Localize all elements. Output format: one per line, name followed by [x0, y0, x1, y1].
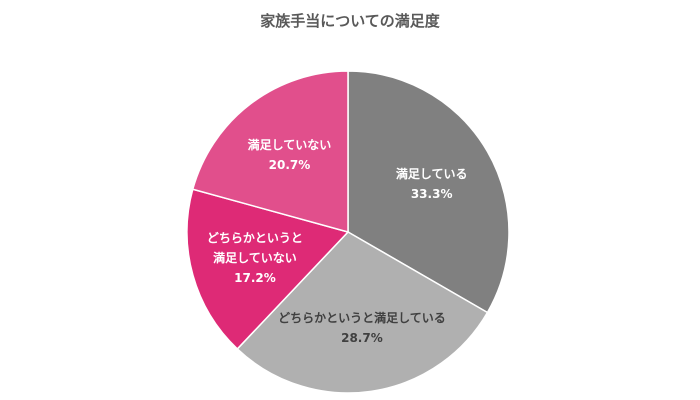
- slice-label: どちらかというと 満足していない 17.2%: [207, 228, 303, 288]
- value-label: 33.3%: [410, 186, 453, 201]
- slice-label: どちらかというと満足している 28.7%: [278, 308, 446, 348]
- chart-title: 家族手当についての満足度: [260, 12, 440, 30]
- pie-slice: [186, 188, 350, 350]
- category-label: 満足していない: [247, 138, 332, 153]
- slice-label: 満足していない 20.7%: [248, 135, 332, 175]
- value-label: 17.2%: [234, 270, 276, 285]
- value-label: 20.7%: [268, 158, 311, 173]
- slice-label: 満足している 33.3%: [396, 164, 468, 204]
- category-label: 満足している: [395, 166, 468, 181]
- pie-slice: [191, 70, 349, 233]
- value-label: 28.7%: [341, 330, 383, 345]
- category-label: どちらかというと満足している: [278, 310, 446, 325]
- category-label: どちらかというと 満足していない: [206, 230, 303, 265]
- pie-slice: [236, 231, 489, 394]
- pie-slice: [347, 70, 510, 314]
